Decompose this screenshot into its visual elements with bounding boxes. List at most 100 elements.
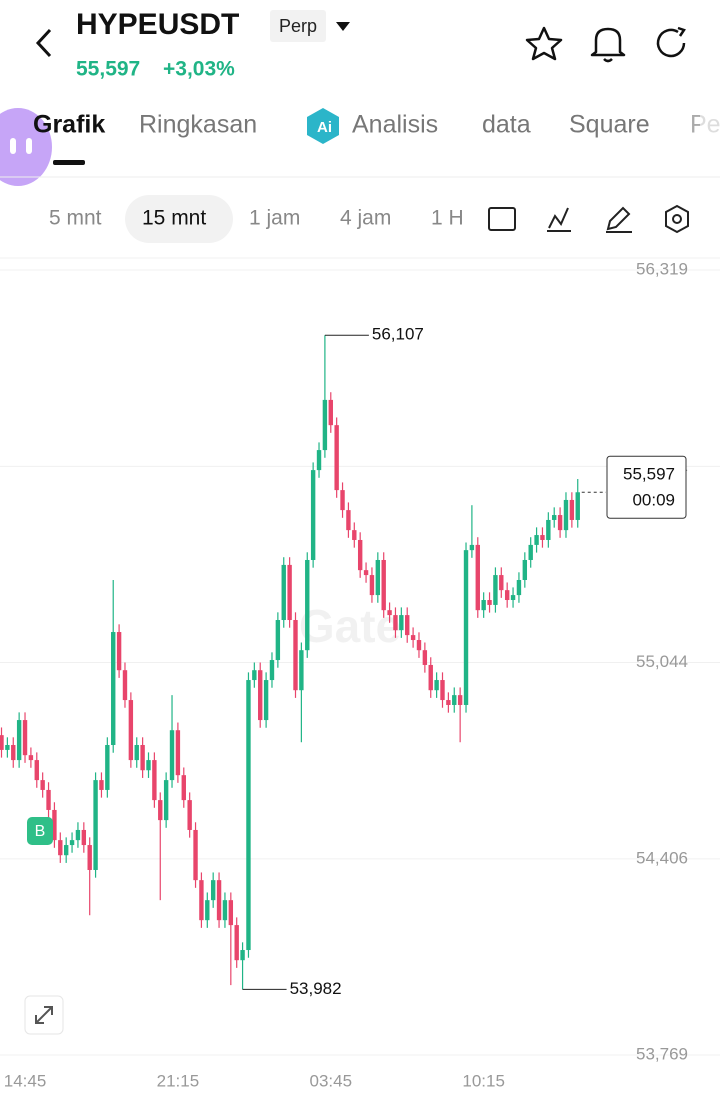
candle-body: [434, 680, 439, 691]
candle-body: [481, 600, 486, 611]
assistant-bubble[interactable]: [0, 108, 52, 186]
candle-body: [93, 780, 98, 870]
candle-body: [58, 840, 63, 856]
dropdown-icon[interactable]: [336, 22, 350, 31]
bubble-eye: [10, 138, 16, 154]
extreme-label: 53,982: [290, 979, 342, 998]
tab[interactable]: Square: [569, 111, 650, 139]
interval[interactable]: 4 jam: [340, 207, 391, 230]
candle-body: [499, 575, 504, 591]
buy-marker-label: B: [35, 823, 46, 840]
y-tick-label: 56,319: [636, 259, 688, 278]
candle-body: [428, 664, 433, 691]
interval[interactable]: 1 H: [431, 207, 464, 230]
candle-body: [328, 399, 333, 426]
candle-body: [528, 544, 533, 560]
y-tick-label: 55,044: [636, 652, 688, 671]
candle-body: [234, 925, 239, 961]
candle-body: [75, 829, 81, 841]
candle-body: [422, 650, 428, 665]
badge-bg: [270, 10, 326, 42]
candle-body: [240, 950, 245, 961]
candle-body: [11, 745, 16, 761]
tab[interactable]: Ringkasan: [139, 111, 257, 139]
interval[interactable]: 5 mnt: [49, 207, 102, 230]
candle-body: [140, 745, 145, 771]
candle-body: [5, 745, 10, 750]
header-price: 55,597: [76, 58, 140, 81]
toolbar-icons: [488, 204, 689, 234]
pair-title: HYPEUSDT: [76, 8, 239, 41]
candle-body: [487, 600, 492, 605]
chart: 56,31955,68155,04454,40653,76914:4521:15…: [0, 259, 720, 1090]
candle-body: [510, 595, 516, 601]
candle-body: [493, 575, 498, 605]
candle-body: [363, 570, 369, 576]
ai-icon-letter: Ai: [317, 119, 332, 136]
candle-body: [163, 780, 169, 821]
candle-body: [16, 720, 22, 761]
candle-body: [446, 700, 451, 705]
candle-body: [258, 670, 263, 721]
candle-body: [275, 620, 281, 661]
candle-body: [557, 515, 563, 531]
candle-body: [69, 840, 75, 846]
bell-icon[interactable]: [590, 27, 626, 63]
extreme-label: 56,107: [372, 325, 424, 344]
candle-body: [281, 564, 286, 621]
tab-indicator: [53, 160, 85, 165]
countdown-label: 00:09: [632, 491, 675, 510]
candle-body: [457, 695, 463, 705]
candle-body: [252, 670, 257, 681]
candle-body: [205, 900, 210, 921]
settings-icon-center: [672, 214, 682, 224]
candle-body: [410, 635, 416, 641]
tab[interactable]: Analisis: [352, 111, 438, 139]
candle-body: [63, 845, 69, 856]
candle-body: [116, 632, 122, 671]
candle-body: [440, 680, 445, 701]
candle-body: [334, 425, 339, 491]
candle-body: [381, 559, 386, 611]
candle-body: [175, 730, 181, 776]
candle-body: [134, 745, 139, 761]
ai-icon: [307, 108, 339, 144]
last-price-label: 55,597: [623, 465, 675, 484]
candle-body: [352, 530, 357, 540]
candle-body: [522, 559, 528, 580]
candle-body: [246, 680, 251, 951]
candle-body: [216, 880, 222, 921]
interval[interactable]: 15 mnt: [142, 207, 206, 230]
tab[interactable]: data: [482, 111, 531, 139]
indicator-icon[interactable]: [547, 207, 571, 232]
interval[interactable]: 1 jam: [249, 207, 300, 230]
candle-body: [375, 559, 381, 596]
candle-body: [399, 615, 404, 631]
candle-body: [187, 800, 192, 830]
candle-body: [357, 539, 363, 571]
bubble-eye: [26, 138, 32, 154]
settings-icon[interactable]: [665, 204, 689, 234]
draw-icon[interactable]: [606, 206, 632, 233]
interval-selected-bg: [125, 195, 233, 243]
candle-body: [569, 499, 575, 520]
candle-body: [287, 564, 292, 621]
candle-body: [469, 544, 475, 551]
candle-body: [181, 775, 186, 801]
candle-body: [463, 550, 469, 705]
header-change: +3,03%: [163, 58, 235, 81]
layout-icon[interactable]: [488, 207, 516, 231]
candle-body: [575, 492, 580, 520]
candle-body: [305, 559, 310, 651]
x-tick-label: 10:15: [462, 1071, 505, 1090]
tab[interactable]: Grafik: [33, 111, 105, 139]
star-icon[interactable]: [525, 26, 563, 61]
candle-body: [269, 660, 275, 681]
candle-body: [158, 800, 163, 821]
candle-body: [534, 535, 539, 545]
candle-body: [28, 755, 34, 761]
badge[interactable]: Perp: [279, 16, 317, 36]
back-button[interactable]: [35, 28, 52, 58]
share-icon[interactable]: [656, 26, 686, 58]
